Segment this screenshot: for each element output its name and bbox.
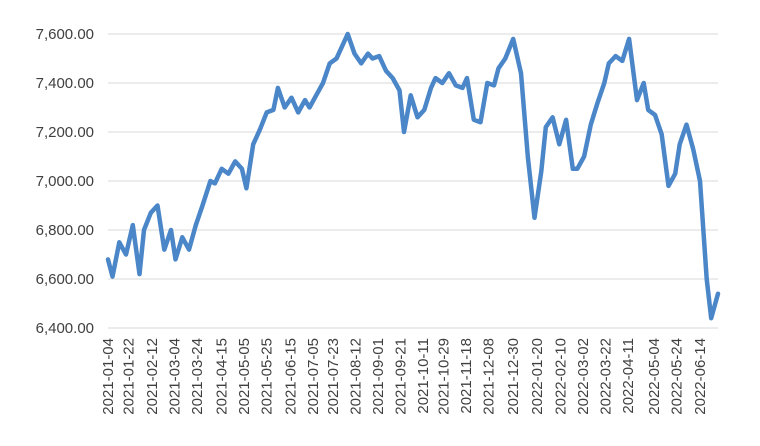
x-tick-label: 2021-11-18 <box>458 338 475 414</box>
y-axis-labels: 6,400.00 6,600.00 6,800.00 7,000.00 7,200.00… <box>36 26 94 337</box>
x-tick-label: 2021-09-21 <box>393 338 410 415</box>
x-tick-label: 2022-04-11 <box>620 338 637 414</box>
x-tick-label: 2021-01-22 <box>120 338 137 415</box>
y-tick-label: 7,600.00 <box>36 26 94 43</box>
x-tick-label: 2022-01-20 <box>529 338 546 415</box>
series-layer <box>105 31 721 321</box>
x-tick-label: 2021-08-12 <box>348 338 365 415</box>
y-tick-label: 7,400.00 <box>36 75 94 92</box>
x-tick-label: 2021-02-12 <box>144 338 161 415</box>
x-tick-label: 2021-07-05 <box>305 338 322 415</box>
x-tick-label: 2021-03-04 <box>166 338 183 415</box>
x-tick-label: 2022-05-24 <box>668 338 685 415</box>
x-tick-label: 2021-07-23 <box>325 338 342 415</box>
x-tick-label: 2021-01-04 <box>100 338 117 415</box>
y-tick-label: 6,800.00 <box>36 222 94 239</box>
x-tick-label: 2022-03-02 <box>575 338 592 415</box>
x-tick-label: 2021-12-30 <box>505 338 522 415</box>
gridlines <box>108 33 718 329</box>
x-tick-label: 2022-02-10 <box>552 338 569 415</box>
x-tick-label: 2021-10-11 <box>415 338 432 414</box>
x-tick-label: 2022-05-04 <box>646 338 663 415</box>
x-tick-label: 2021-09-01 <box>370 338 387 415</box>
x-tick-label: 2022-03-22 <box>597 338 614 415</box>
y-tick-label: 7,200.00 <box>36 124 94 141</box>
x-tick-label: 2021-10-29 <box>435 338 452 415</box>
x-tick-label: 2021-06-15 <box>282 338 299 415</box>
x-tick-label: 2021-03-24 <box>189 338 206 415</box>
x-tick-label: 2021-05-05 <box>236 338 253 415</box>
x-tick-label: 2021-05-25 <box>259 338 276 415</box>
y-tick-label: 6,400.00 <box>36 320 94 337</box>
y-tick-label: 6,600.00 <box>36 271 94 288</box>
series-line <box>105 31 721 321</box>
x-axis-labels: 2021-01-04 2021-01-22 2021-02-12 2021-03-04… <box>100 338 709 415</box>
x-tick-label: 2021-04-15 <box>214 338 231 415</box>
x-tick-label: 2021-12-08 <box>480 338 497 415</box>
x-tick-label: 2022-06-14 <box>692 338 709 415</box>
y-tick-label: 7,000.00 <box>36 173 94 190</box>
